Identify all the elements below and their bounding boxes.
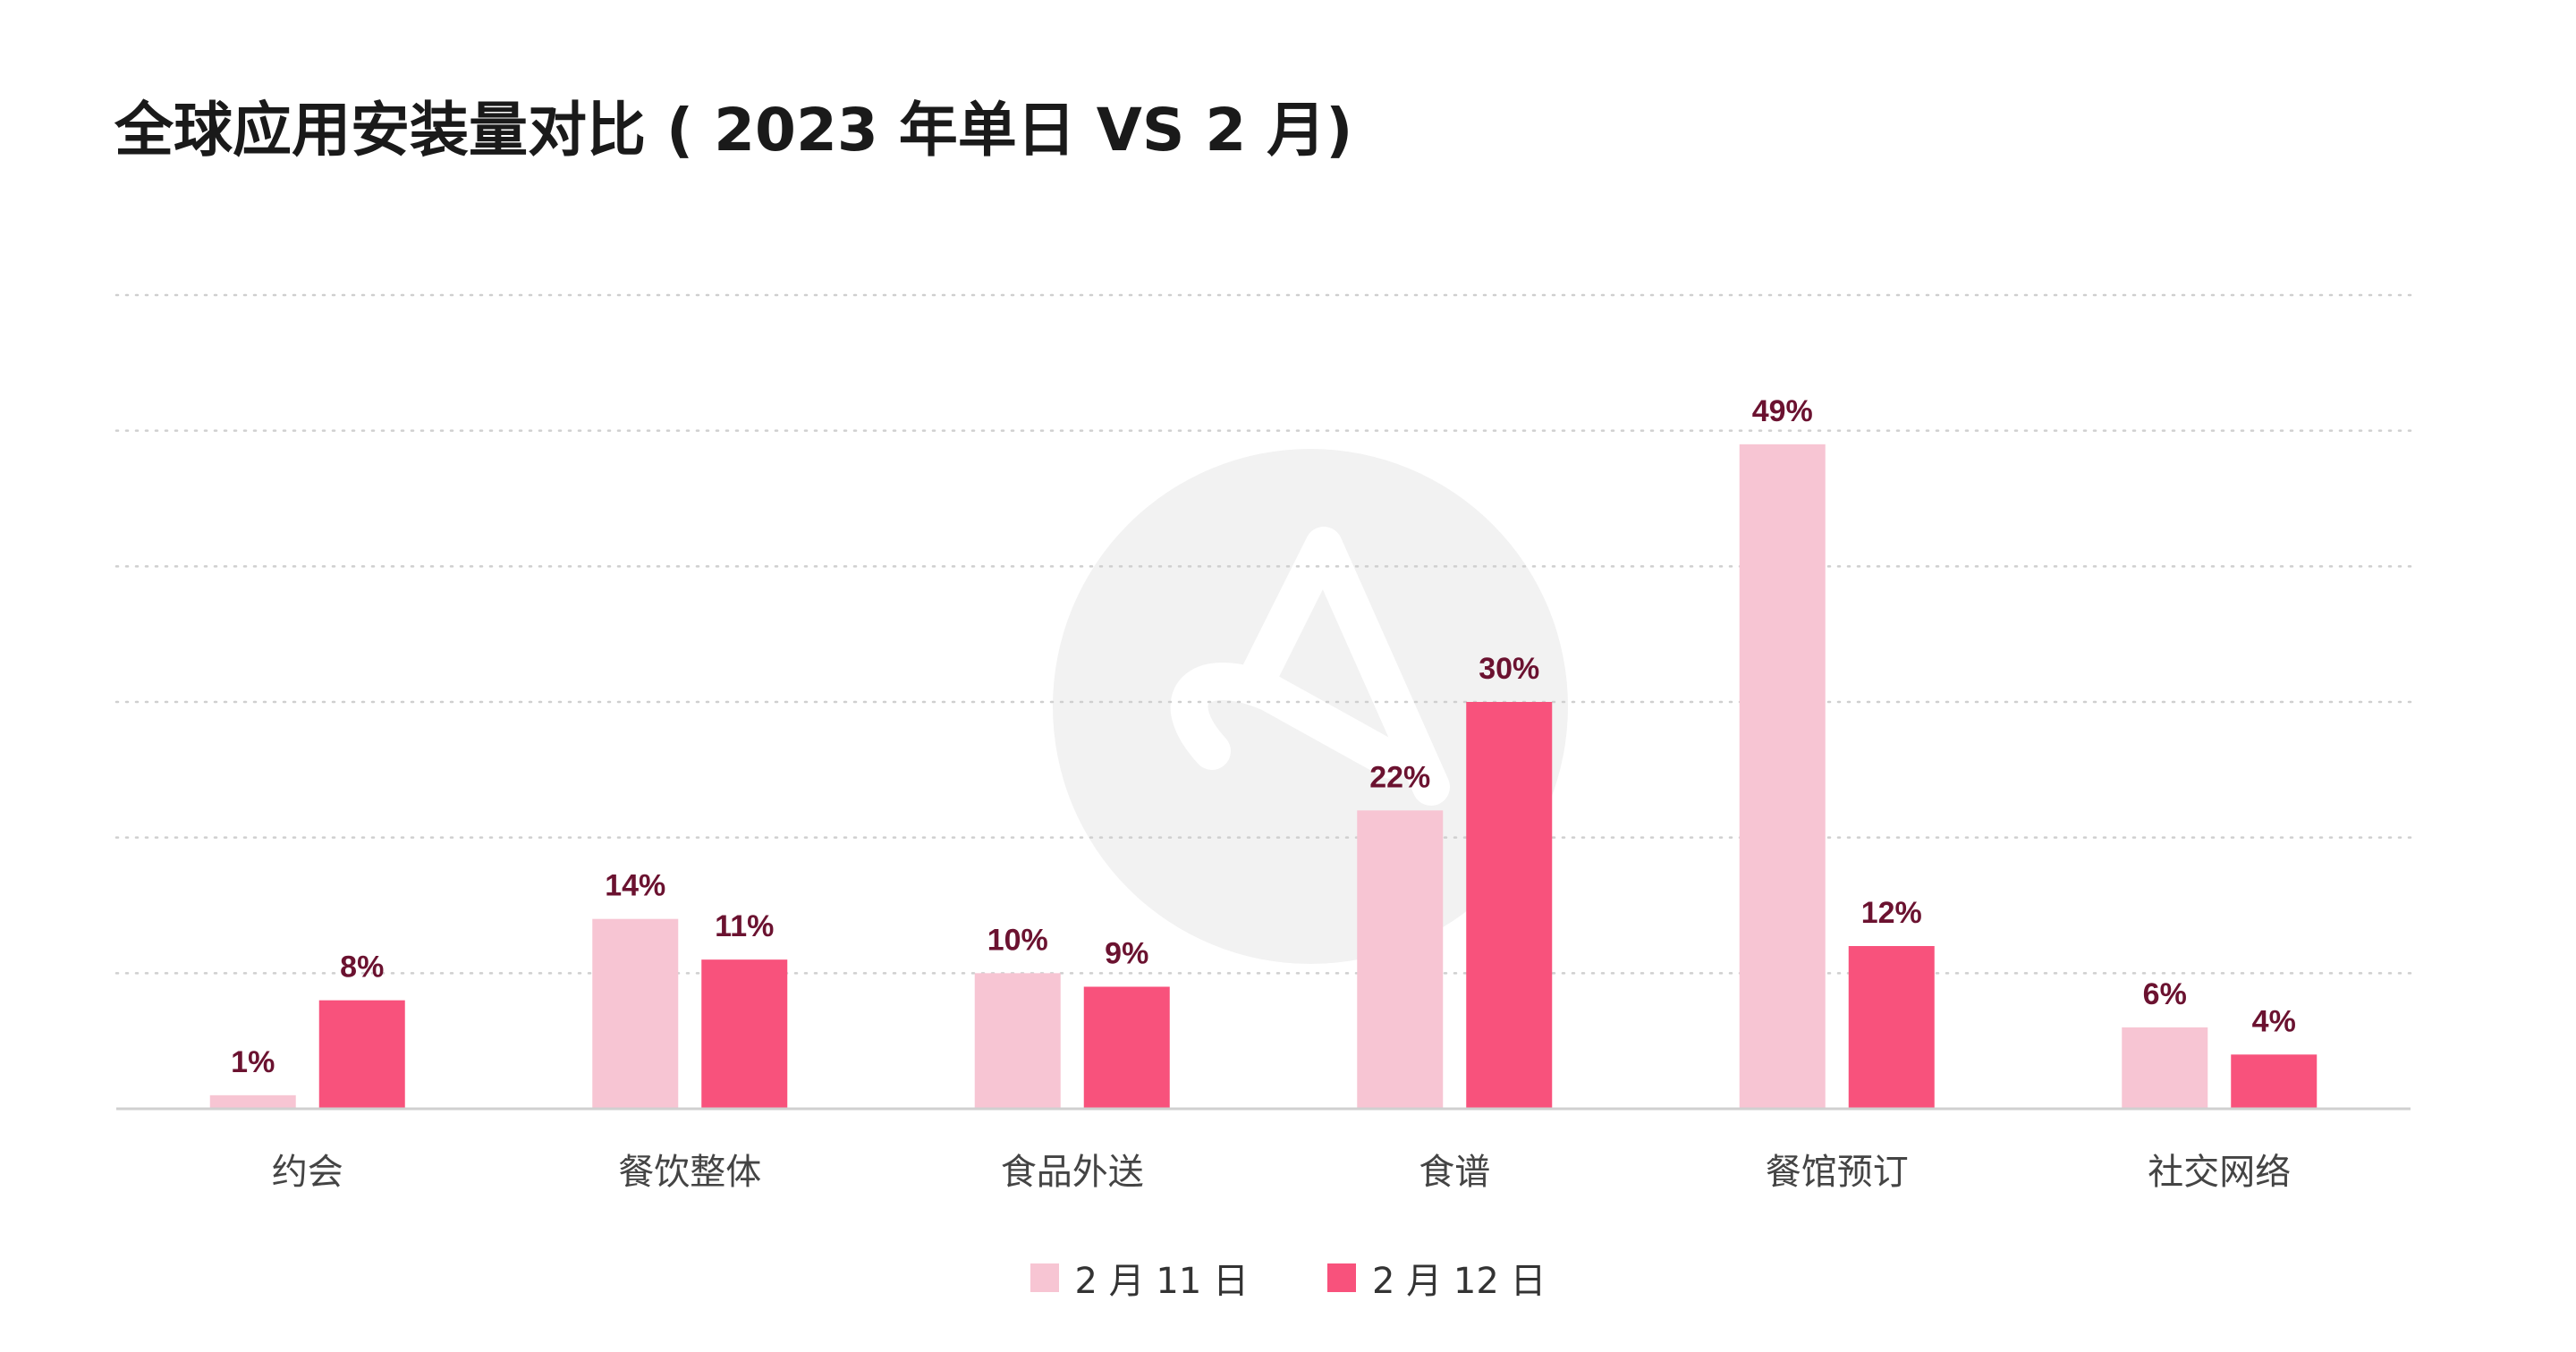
value-label: 4% xyxy=(2252,1004,2296,1038)
legend-swatch xyxy=(1327,1263,1356,1292)
x-tick-label: 餐饮整体 xyxy=(618,1152,761,1193)
x-tick-label: 食谱 xyxy=(1419,1152,1490,1193)
bars xyxy=(209,444,2318,1109)
legend-label: 2 月 12 日 xyxy=(1372,1261,1546,1302)
bar-2-6 xyxy=(2231,1054,2318,1109)
x-tick-label: 社交网络 xyxy=(2148,1152,2291,1193)
bar-1-5 xyxy=(1739,444,1826,1109)
legend-swatch xyxy=(1030,1263,1059,1292)
legend-label: 2 月 11 日 xyxy=(1074,1261,1250,1302)
bar-2-5 xyxy=(1848,946,1935,1109)
x-tick-label: 约会 xyxy=(272,1152,343,1193)
legend: 2 月 11 日 2 月 12 日 xyxy=(0,1252,2576,1304)
chart-title: 全球应用安装量对比 ( 2023 年单日 VS 2 月) xyxy=(114,96,1353,165)
value-label: 9% xyxy=(1105,937,1148,971)
watermark-logo-mark xyxy=(1170,527,1450,806)
value-label: 30% xyxy=(1479,652,1539,686)
value-label: 11% xyxy=(715,909,774,943)
value-label: 10% xyxy=(987,923,1048,957)
bar-1-1 xyxy=(209,1094,296,1109)
bar-1-4 xyxy=(1357,810,1444,1109)
bar-1-3 xyxy=(974,973,1061,1109)
value-label: 22% xyxy=(1369,760,1430,794)
value-label: 6% xyxy=(2143,977,2187,1011)
x-axis: 约会 餐饮整体 食品外送 食谱 餐馆预订 社交网络 xyxy=(116,1107,2411,1193)
legend-item: 2 月 12 日 xyxy=(1327,1252,1546,1304)
x-tick-label: 食品外送 xyxy=(1001,1152,1144,1193)
bar-2-2 xyxy=(701,959,788,1109)
value-label: 49% xyxy=(1752,394,1813,428)
legend-item: 2 月 11 日 xyxy=(1030,1252,1250,1304)
value-label: 1% xyxy=(231,1045,275,1079)
value-label: 12% xyxy=(1861,896,1922,930)
bar-1-2 xyxy=(592,918,679,1109)
value-label: 8% xyxy=(340,951,384,984)
bar-2-1 xyxy=(318,1000,405,1109)
bar-1-6 xyxy=(2122,1027,2208,1109)
bar-2-3 xyxy=(1083,986,1170,1109)
value-label: 14% xyxy=(605,869,665,903)
value-labels: 1% 8% 14% 11% 10% 9% 22% 30% 49% 12% 6% 4% xyxy=(231,394,2296,1079)
bar-2-4 xyxy=(1466,702,1553,1109)
x-tick-label: 餐馆预订 xyxy=(1766,1152,1909,1193)
